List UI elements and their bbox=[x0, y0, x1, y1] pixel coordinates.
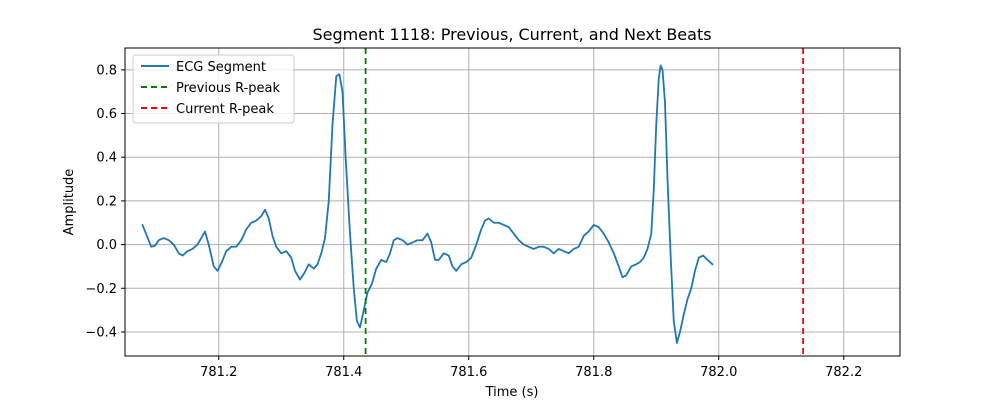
x-tick-label: 781.2 bbox=[200, 365, 237, 380]
x-tick-label: 782.2 bbox=[825, 365, 862, 380]
y-tick-label: −0.4 bbox=[85, 325, 117, 340]
x-tick-label: 781.6 bbox=[450, 365, 487, 380]
y-tick-label: 0.4 bbox=[96, 151, 117, 166]
y-axis-ticks: −0.4 −0.2 0.0 0.2 0.4 0.6 0.8 bbox=[85, 63, 125, 340]
x-tick-label: 782.0 bbox=[700, 365, 737, 380]
y-tick-label: 0.0 bbox=[96, 238, 117, 253]
x-axis-label: Time (s) bbox=[485, 385, 539, 400]
legend: ECG Segment Previous R-peak Current R-pe… bbox=[132, 54, 295, 124]
plot-area bbox=[141, 48, 805, 356]
chart-title: Segment 1118: Previous, Current, and Nex… bbox=[312, 25, 711, 44]
legend-label-ecg: ECG Segment bbox=[176, 60, 266, 75]
y-tick-label: 0.8 bbox=[96, 63, 117, 78]
y-tick-label: −0.2 bbox=[85, 282, 117, 297]
ecg-series-line bbox=[141, 64, 714, 344]
y-tick-label: 0.2 bbox=[96, 194, 117, 209]
legend-box bbox=[132, 54, 295, 124]
legend-label-previous-peak: Previous R-peak bbox=[176, 81, 280, 96]
x-tick-label: 781.8 bbox=[575, 365, 612, 380]
legend-label-current-peak: Current R-peak bbox=[176, 102, 274, 117]
x-tick-label: 781.4 bbox=[325, 365, 362, 380]
y-tick-label: 0.6 bbox=[96, 107, 117, 122]
grid-lines bbox=[125, 48, 900, 356]
x-axis-ticks: 781.2 781.4 781.6 781.8 782.0 782.2 bbox=[200, 356, 862, 380]
axes-frame bbox=[124, 47, 901, 357]
y-axis-label: Amplitude bbox=[62, 169, 77, 236]
